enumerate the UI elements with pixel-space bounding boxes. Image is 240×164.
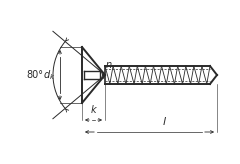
Text: 80°: 80° [26, 70, 43, 80]
Text: $d_k$: $d_k$ [43, 68, 55, 82]
Text: $n$: $n$ [105, 60, 113, 70]
Text: $l$: $l$ [162, 115, 167, 127]
Text: $k$: $k$ [90, 103, 97, 115]
